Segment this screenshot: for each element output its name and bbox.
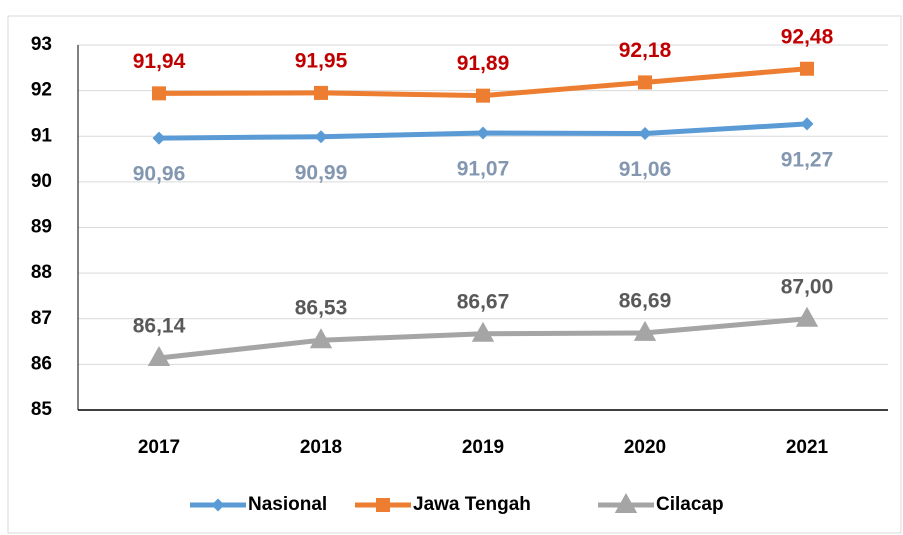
data-label: 86,14: [133, 315, 186, 338]
data-point: [800, 61, 814, 76]
data-point: [314, 130, 328, 144]
y-tick-label: 87: [31, 308, 52, 329]
data-label: 86,67: [457, 290, 510, 313]
y-tick-label: 86: [31, 353, 52, 374]
x-tick-label: 2021: [786, 437, 829, 458]
legend-marker: [211, 498, 225, 512]
y-tick-label: 89: [31, 217, 52, 238]
legend-label: Cilacap: [656, 494, 724, 515]
data-point: [147, 345, 171, 366]
data-point: [314, 85, 328, 100]
data-point: [152, 86, 166, 101]
data-point: [638, 127, 652, 141]
x-tick-label: 2020: [624, 437, 666, 458]
data-point: [476, 126, 490, 140]
data-label: 92,48: [781, 25, 834, 48]
data-label: 91,27: [781, 148, 834, 171]
data-point: [638, 75, 652, 90]
y-tick-label: 90: [31, 171, 52, 192]
data-point: [800, 117, 814, 131]
data-point: [471, 321, 495, 342]
data-label: 91,06: [619, 158, 672, 181]
y-tick-label: 92: [31, 80, 52, 101]
data-point: [633, 320, 657, 341]
data-label: 91,94: [133, 50, 186, 73]
y-tick-label: 85: [31, 399, 53, 420]
data-point: [476, 88, 490, 103]
data-label: 91,95: [295, 49, 348, 72]
legend-label: Nasional: [248, 494, 327, 515]
x-tick-label: 2019: [462, 437, 504, 458]
x-tick-label: 2017: [138, 437, 180, 458]
data-label: 87,00: [781, 275, 834, 298]
data-label: 90,96: [133, 163, 186, 186]
chart-frame: [7, 15, 902, 534]
data-point: [152, 131, 166, 145]
y-tick-label: 93: [31, 34, 52, 55]
x-tick-label: 2018: [300, 437, 342, 458]
y-tick-label: 88: [31, 262, 52, 283]
legend-label: Jawa Tengah: [413, 494, 531, 515]
data-label: 91,89: [457, 52, 510, 75]
data-label: 86,69: [619, 289, 672, 312]
data-label: 90,99: [295, 161, 348, 184]
data-point: [795, 306, 819, 327]
data-label: 91,07: [457, 158, 510, 181]
data-point: [309, 328, 333, 349]
y-tick-label: 91: [31, 125, 53, 146]
legend-marker: [614, 493, 638, 513]
data-label: 92,18: [619, 39, 672, 62]
data-label: 86,53: [295, 297, 348, 320]
legend-marker: [376, 498, 390, 512]
